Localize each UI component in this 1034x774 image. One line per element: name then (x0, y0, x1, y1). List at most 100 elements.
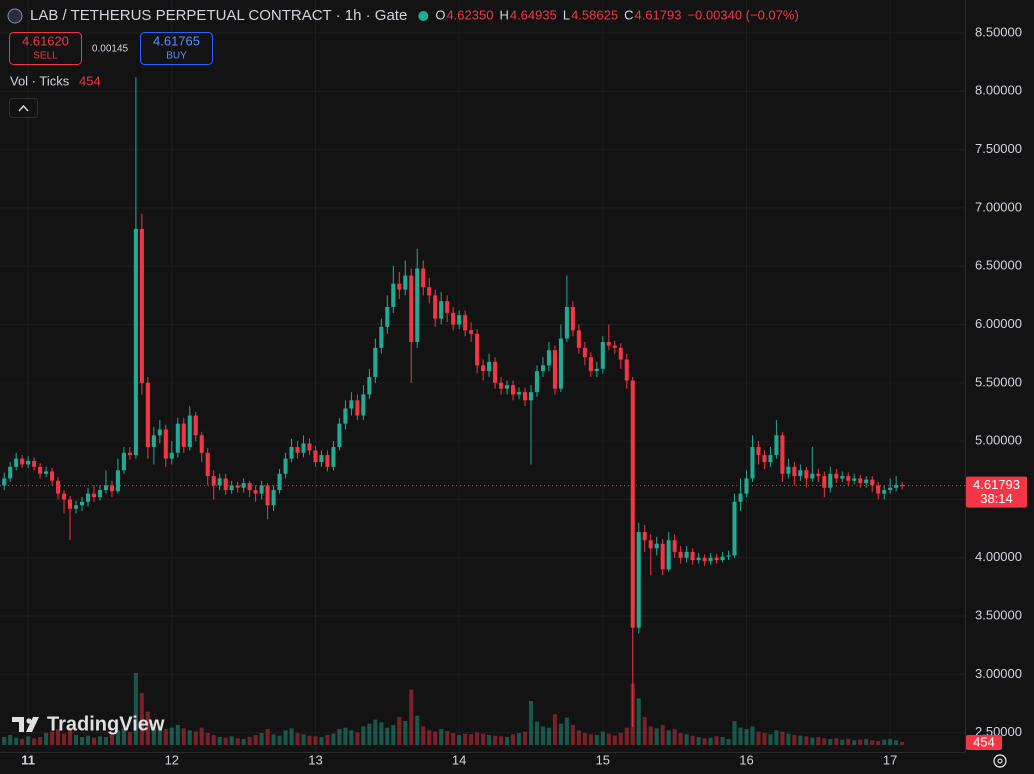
candle-body (163, 429, 168, 459)
volume-bar (606, 733, 611, 745)
volume-bar (457, 735, 462, 745)
candle-body (493, 361, 498, 383)
candle-body (774, 435, 779, 456)
candle-body (439, 301, 444, 319)
volume-bar (870, 740, 875, 745)
volume-bar (133, 673, 138, 745)
volume-bar (714, 736, 719, 745)
candle-body (762, 455, 767, 463)
candle-body (810, 473, 815, 479)
candle-body (50, 471, 55, 481)
candle-body (121, 452, 126, 471)
candle-body (570, 307, 575, 331)
candle-body (708, 557, 713, 562)
volume-bar (750, 726, 755, 745)
buy-price[interactable]: 4.61765 (153, 33, 200, 48)
volume-bar (576, 730, 581, 745)
candle-body (852, 478, 857, 481)
volume-bar (828, 739, 833, 745)
volume-bar (277, 735, 282, 745)
candle-body (283, 458, 288, 474)
settings-gear[interactable] (993, 754, 1007, 768)
candle-body (56, 480, 61, 494)
volume-bar (151, 723, 156, 745)
volume-bar (115, 730, 120, 745)
volume-bar (822, 738, 827, 745)
candle-body (481, 365, 486, 372)
volume-bar (175, 725, 180, 745)
volume-bar (157, 726, 162, 745)
candle-body (337, 423, 342, 447)
settings-gear[interactable] (997, 758, 1003, 764)
candle-body (499, 382, 504, 389)
collapse-button[interactable] (9, 98, 38, 118)
volume-bar (247, 737, 252, 745)
volume-bar (481, 733, 486, 745)
candle-body (618, 347, 623, 360)
volume-bar (475, 732, 480, 745)
volume-bar (44, 733, 49, 745)
volume-bar (756, 731, 761, 745)
x-tick-label: 16 (739, 752, 753, 767)
volume-bar (361, 726, 366, 745)
volume-bar (636, 698, 641, 745)
candle-body (780, 435, 785, 474)
candle-body (894, 485, 899, 488)
volume-bar (121, 728, 126, 745)
buy-label[interactable]: BUY (166, 51, 187, 62)
candle-body (415, 268, 420, 343)
volume-bar (463, 733, 468, 745)
sell-label[interactable]: SELL (33, 51, 58, 62)
logo-mark (12, 717, 24, 732)
candle-body (588, 357, 593, 372)
buy-button[interactable] (140, 32, 213, 65)
volume-bar (217, 737, 222, 745)
candle-body (265, 485, 270, 506)
legend-value: 4.62350 (446, 7, 493, 22)
volume-bar (564, 717, 569, 745)
volume-bar (888, 739, 893, 745)
candle-body (433, 295, 438, 319)
settings-icon[interactable] (993, 754, 1007, 768)
candle-body (828, 473, 833, 488)
candle-body (858, 478, 863, 484)
volume-bar (708, 737, 713, 745)
volume-bar (97, 736, 103, 745)
volume-bar (702, 738, 707, 745)
volume-bar (900, 741, 905, 745)
volume-bar (612, 735, 617, 745)
candle-body (409, 275, 414, 343)
candle-body (816, 473, 821, 477)
y-tick-label: 5.50000 (975, 374, 1022, 389)
candle-body (139, 228, 144, 383)
collapse-icon[interactable] (18, 104, 29, 112)
volume-bar (696, 737, 701, 745)
volume-bar (768, 734, 773, 745)
candle-body (397, 283, 402, 290)
volume-bar (343, 727, 348, 745)
candle-body (349, 400, 354, 409)
sell-button[interactable] (9, 32, 82, 65)
candle-body (20, 458, 25, 465)
volume-bar (403, 721, 408, 745)
legend-value: −0.00340 (−0.07%) (687, 7, 798, 22)
volume-bar (229, 736, 234, 745)
volume-bar (469, 734, 474, 745)
last-price-label: 4.61793 (973, 477, 1020, 492)
volume-bar (163, 729, 168, 745)
grid (0, 0, 965, 752)
candle-body (223, 478, 228, 491)
legend-value: 4.64935 (510, 7, 557, 22)
candle-body (361, 394, 366, 416)
candle-layer (2, 77, 905, 727)
candle-body (421, 268, 426, 288)
sell-price[interactable]: 4.61620 (22, 33, 69, 48)
candle-body (594, 368, 599, 372)
legend-value: 4.61793 (634, 7, 681, 22)
volume-bar (199, 727, 204, 745)
candle-body (792, 466, 797, 477)
candle-body (229, 485, 234, 491)
candle-body (127, 452, 132, 456)
volume-legend: Vol · Ticks (10, 73, 70, 88)
